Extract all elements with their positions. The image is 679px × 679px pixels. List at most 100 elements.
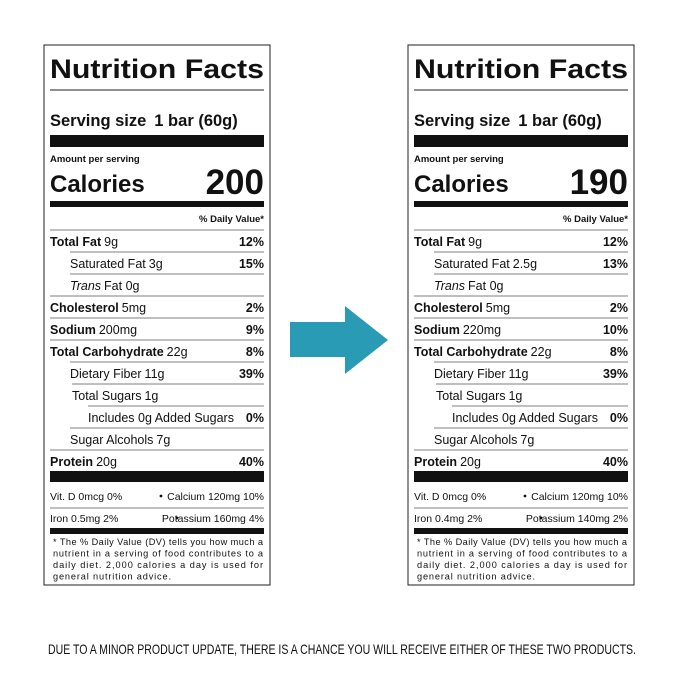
nutrient-name: Sugar Alcohols — [434, 433, 517, 447]
nutrient-amount: 22g — [531, 345, 552, 359]
nutrient-amount: 1g — [144, 389, 158, 403]
nutrient-amount: 20g — [460, 455, 481, 469]
calories-label: Calories — [414, 171, 509, 198]
footnote: daily diet. 2,000 calories a day is used… — [53, 560, 263, 570]
thick-bar — [414, 201, 628, 207]
daily-value: 13% — [603, 257, 628, 271]
nutrient-name: Includes 0g Added Sugars — [452, 411, 598, 425]
nutrient-name: Cholesterol — [414, 301, 483, 315]
nutrient-name: Dietary Fiber — [434, 367, 506, 381]
footnote: * The % Daily Value (DV) tells you how m… — [53, 537, 264, 547]
nutrient-row: Saturated Fat 3g — [70, 257, 163, 271]
thick-bar — [414, 135, 628, 147]
thick-bar — [50, 528, 264, 534]
nutrient-row: Sodium 220mg — [414, 323, 501, 337]
nutrient-name: Total Carbohydrate — [414, 345, 528, 359]
vitamin: Iron 0.5mg 2% — [50, 513, 118, 525]
serving-size: Serving size 1 bar (60g) — [50, 112, 238, 130]
nutrient-amount: 3g — [149, 257, 163, 271]
nutrient-row: Total Fat 9g — [414, 235, 482, 249]
bullet — [539, 516, 543, 520]
serving-size: Serving size 1 bar (60g) — [414, 112, 602, 130]
nutrient-row: Protein 20g — [50, 455, 117, 469]
nutrient-row: Total Carbohydrate 22g — [50, 345, 188, 359]
nutrient-row: Includes 0g Added Sugars — [88, 411, 234, 425]
amount-per-serving: Amount per serving — [414, 154, 504, 165]
nutrient-row: Sugar Alcohols 7g — [434, 433, 534, 447]
nutrient-name: Protein — [50, 455, 93, 469]
nutrient-amount: 5mg — [122, 301, 146, 315]
nutrient-name: Saturated Fat — [70, 257, 146, 271]
nutrient-name: Total Sugars — [72, 389, 141, 403]
nutrient-amount: 20g — [96, 455, 117, 469]
nutrient-row: Total Sugars 1g — [72, 389, 158, 403]
thick-bar — [414, 528, 628, 534]
nutrient-row: Includes 0g Added Sugars — [452, 411, 598, 425]
daily-value: 15% — [239, 257, 264, 271]
footnote: nutrient in a serving of food contribute… — [417, 549, 628, 559]
daily-value-header: % Daily Value* — [199, 214, 264, 225]
nutrient-row: Sugar Alcohols 7g — [70, 433, 170, 447]
nutrient-amount: 11g — [509, 367, 529, 381]
serving-label: Serving size — [50, 112, 146, 130]
nutrient-row: Cholesterol 5mg — [50, 301, 146, 315]
nutrient-name: Saturated Fat — [434, 257, 510, 271]
daily-value: 12% — [239, 235, 264, 249]
nutrient-name: Sugar Alcohols — [70, 433, 153, 447]
arrow — [290, 306, 388, 374]
nutrient-row: Total Fat 9g — [50, 235, 118, 249]
amount-per-serving: Amount per serving — [50, 154, 140, 165]
nutrient-name: Sodium — [414, 323, 460, 337]
nutrient-amount: 220mg — [463, 323, 501, 337]
footnote: * The % Daily Value (DV) tells you how m… — [417, 537, 628, 547]
nutrient-row: Saturated Fat 2.5g — [434, 257, 537, 271]
vitamin: Potassium 140mg 2% — [526, 513, 628, 525]
calories-label: Calories — [50, 171, 145, 198]
serving-value: 1 bar (60g) — [154, 112, 237, 130]
vitamin: Calcium 120mg 10% — [531, 491, 628, 503]
nutrient-amount: 11g — [145, 367, 165, 381]
daily-value: 8% — [246, 345, 264, 359]
nutrient-name: Trans — [434, 279, 465, 293]
daily-value-header: % Daily Value* — [563, 214, 628, 225]
nutrient-name: Protein — [414, 455, 457, 469]
nutrient-amount: 9g — [468, 235, 482, 249]
daily-value: 39% — [603, 367, 628, 381]
daily-value: 8% — [610, 345, 628, 359]
nutrient-amount: 200mg — [99, 323, 137, 337]
nutrient-row: Sodium 200mg — [50, 323, 137, 337]
calories-value: 200 — [206, 163, 264, 202]
nutrient-row: Dietary Fiber 11g — [70, 367, 165, 381]
nutrient-row: Trans Fat 0g — [70, 279, 140, 293]
serving-label: Serving size — [414, 112, 510, 130]
label-title: Nutrition Facts — [50, 54, 264, 84]
nutrient-amount: 22g — [167, 345, 188, 359]
daily-value: 39% — [239, 367, 264, 381]
thick-bar — [50, 471, 264, 482]
footnote: nutrient in a serving of food contribute… — [53, 549, 264, 559]
daily-value: 0% — [610, 411, 628, 425]
daily-value: 10% — [603, 323, 628, 337]
thick-bar — [50, 201, 264, 207]
nutrient-row: Cholesterol 5mg — [414, 301, 510, 315]
nutrient-name: Sodium — [50, 323, 96, 337]
caption: DUE TO A MINOR PRODUCT UPDATE, THERE IS … — [48, 641, 636, 657]
nutrient-row: Total Sugars 1g — [436, 389, 522, 403]
nutrient-name: Dietary Fiber — [70, 367, 142, 381]
calories-value: 190 — [570, 163, 628, 202]
nutrient-name: Total Carbohydrate — [50, 345, 164, 359]
nutrient-amount: 1g — [508, 389, 522, 403]
bullet — [523, 494, 527, 498]
label-title: Nutrition Facts — [414, 54, 628, 84]
thick-bar — [50, 135, 264, 147]
vitamin: Vit. D 0mcg 0% — [414, 491, 486, 503]
nutrient-row: Trans Fat 0g — [434, 279, 504, 293]
nutrient-name: Includes 0g Added Sugars — [88, 411, 234, 425]
footnote: daily diet. 2,000 calories a day is used… — [417, 560, 627, 570]
daily-value: 40% — [603, 455, 628, 469]
thick-bar — [414, 471, 628, 482]
bullet — [159, 494, 163, 498]
nutrient-name: Cholesterol — [50, 301, 119, 315]
daily-value: 40% — [239, 455, 264, 469]
